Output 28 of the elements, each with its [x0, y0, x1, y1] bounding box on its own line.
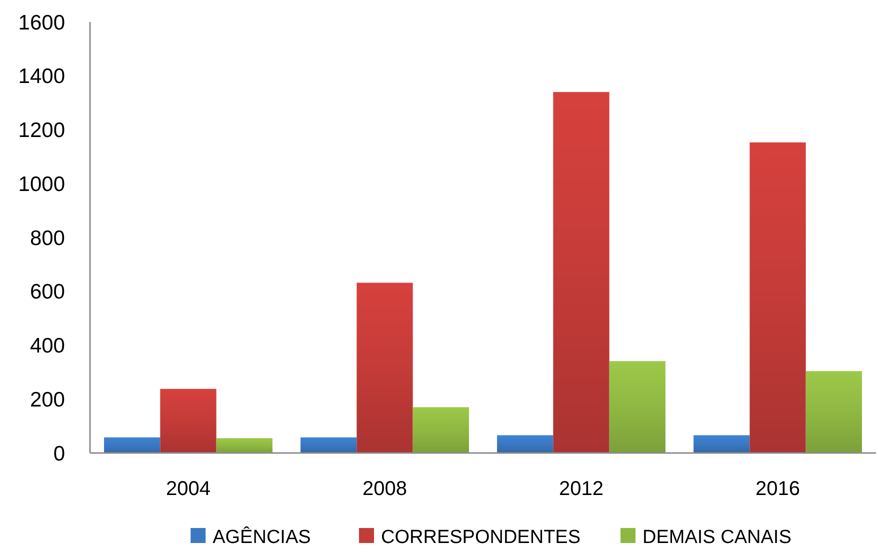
bar	[806, 371, 862, 453]
bar	[216, 438, 272, 453]
bar	[104, 437, 160, 453]
bar	[160, 388, 216, 453]
legend-label: AGÊNCIAS	[212, 526, 311, 548]
y-tick-label: 1400	[18, 65, 65, 88]
y-tick-label: 400	[30, 334, 65, 358]
x-tick-label: 2016	[756, 478, 800, 500]
y-tick-label: 200	[30, 388, 65, 412]
legend-label: CORRESPONDENTES	[381, 527, 581, 548]
bar	[300, 437, 357, 453]
bar	[553, 92, 610, 453]
bar	[412, 407, 469, 453]
y-tick-label: 1600	[18, 11, 65, 34]
y-tick-label: 1200	[18, 119, 65, 142]
legend-label: DEMAIS CANAIS	[642, 527, 792, 548]
y-tick-label: 1000	[18, 172, 65, 196]
bar	[694, 435, 750, 453]
x-tick-label: 2012	[559, 478, 604, 500]
x-tick-label: 2008	[362, 478, 407, 500]
y-tick-label: 800	[30, 226, 65, 250]
y-tick-label: 600	[30, 280, 65, 304]
y-tick-label: 0	[53, 442, 65, 466]
bar	[750, 142, 806, 453]
bar	[609, 361, 666, 453]
bar	[497, 435, 554, 453]
bar	[356, 282, 413, 453]
x-tick-label: 2004	[166, 478, 210, 500]
